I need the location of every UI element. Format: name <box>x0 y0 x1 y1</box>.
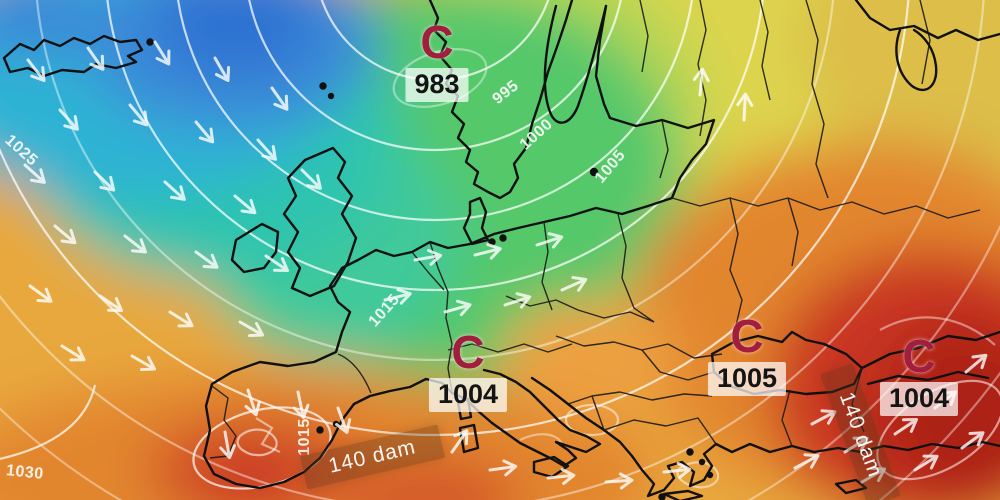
low-symbol: C <box>451 326 485 378</box>
country-borders <box>209 0 981 459</box>
pressure-value: 1004 <box>879 382 959 417</box>
isobar-label-1030: 1030 <box>5 462 45 483</box>
pressure-value: 1004 <box>428 378 508 413</box>
isobar-label-1015-spain: 1015 <box>295 418 313 456</box>
low-symbol: C <box>420 16 454 68</box>
pressure-value: 1005 <box>707 362 787 397</box>
low-symbol: C <box>730 310 764 362</box>
pressure-value: 983 <box>405 68 469 103</box>
low-symbol: C <box>902 330 936 382</box>
